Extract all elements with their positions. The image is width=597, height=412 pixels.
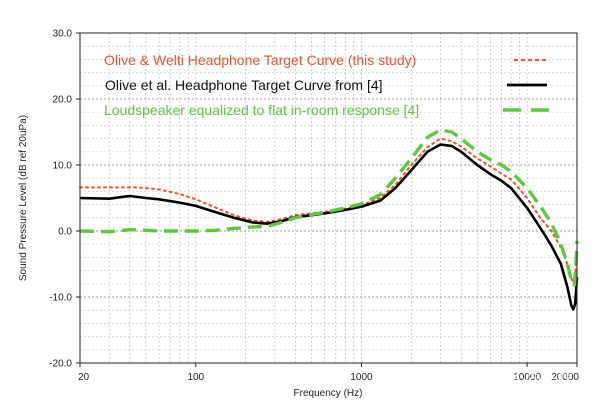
x-tick-label: 20: [78, 372, 90, 383]
series-line-3: [79, 128, 579, 287]
legend-label-1: Olive & Welti Headphone Target Curve (th…: [104, 52, 416, 68]
x-tick-label: 1000: [350, 372, 373, 383]
x-tick-label: 100: [187, 372, 204, 383]
legend-label-3: Loudspeaker equalized to flat in-room re…: [104, 102, 419, 118]
y-axis-ticks: 30.0 20.0 10.0 0.0 -10.0 -20.0: [49, 29, 80, 370]
y-tick-label: 10.0: [53, 161, 73, 172]
y-tick-label: 30.0: [53, 29, 73, 40]
legend: Olive & Welti Headphone Target Curve (th…: [104, 52, 557, 118]
x-axis-ticks: 20 100 1000 10000 20000: [78, 363, 579, 383]
x-axis-title: Frequency (Hz): [294, 388, 363, 399]
y-tick-label: -20.0: [49, 359, 72, 370]
plot-area-frame: [79, 32, 578, 364]
legend-label-2: Olive et al. Headphone Target Curve from…: [105, 77, 383, 93]
series-line-2: [79, 143, 579, 311]
x-tick-label: 10000: [513, 372, 541, 383]
y-tick-label: 20.0: [53, 95, 73, 106]
x-tick-label: 20000: [551, 372, 579, 383]
watermark-text: 知乎 @头狸: [488, 369, 573, 388]
series-line-1: [79, 137, 578, 285]
grid-lines: [80, 33, 577, 363]
y-tick-label: 0.0: [58, 227, 72, 238]
y-axis-title: Sound Pressure Level (dB ref 20uPa): [18, 115, 29, 281]
y-tick-label: -10.0: [49, 293, 72, 304]
series-lines: [79, 128, 579, 311]
